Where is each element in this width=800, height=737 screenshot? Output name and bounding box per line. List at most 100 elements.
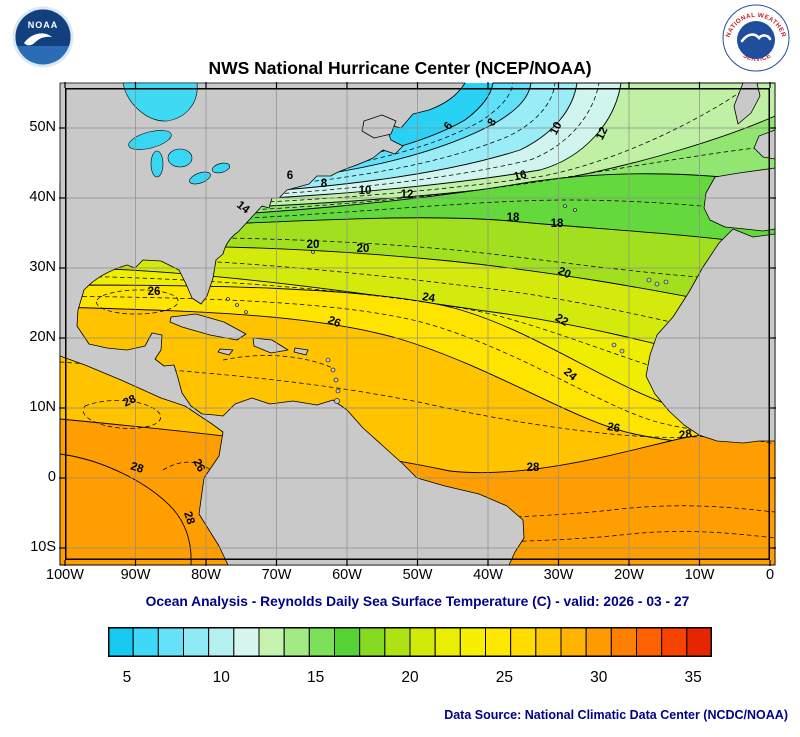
- contour-label: 26: [326, 314, 342, 330]
- contour-label: 26: [148, 286, 161, 298]
- contour-label: 22: [553, 312, 570, 329]
- sst-map: 6 8 10 12 6 8 10 12 14 16 18 18 20 20 20 22 24 24 26 26 26 28…: [59, 82, 776, 566]
- y-axis-label: 40N: [29, 189, 56, 205]
- lake-erie: [189, 171, 211, 185]
- contour-label: 18: [507, 212, 520, 224]
- x-axis-label: 20W: [614, 567, 644, 583]
- colorbar-tick-label: 20: [401, 669, 419, 686]
- colorbar-cell: [157, 626, 185, 658]
- x-axis-label: 10W: [684, 567, 715, 583]
- y-axis-label: 10N: [29, 399, 56, 415]
- colorbar-cell: [132, 626, 159, 658]
- x-axis-label: 30W: [543, 567, 574, 583]
- england-landmass: [733, 82, 761, 125]
- colorbar-cell: [535, 626, 562, 658]
- hudson-bay: [122, 82, 198, 122]
- lake-huron: [167, 148, 193, 168]
- colorbar-cell: [610, 626, 637, 658]
- contour-label: 6: [287, 170, 293, 182]
- colorbar-cell: [308, 626, 336, 658]
- colorbar-cell: [258, 626, 285, 658]
- y-axis-label: 20N: [29, 329, 56, 345]
- x-axis-label: 100W: [46, 567, 84, 583]
- colorbar-cell: [636, 626, 663, 658]
- hispaniola-island: [252, 337, 289, 354]
- colorbar-svg: [107, 626, 713, 658]
- inland-waters: [122, 82, 231, 185]
- jamaica-island: [217, 348, 234, 356]
- colorbar-cell: [510, 626, 537, 658]
- colorbar-cell: [560, 626, 587, 658]
- newfoundland-island: [361, 114, 397, 139]
- americas-landmass: [59, 82, 525, 566]
- nws-logo: NATIONAL WEATHER SERVICE: [722, 4, 790, 77]
- noaa-logo-text: NOAA: [28, 20, 59, 30]
- contour-label: 28: [129, 460, 145, 476]
- colorbar-cell: [233, 626, 260, 658]
- colorbar-cell: [107, 626, 134, 658]
- y-axis-label: 50N: [29, 119, 56, 135]
- small-islands: [226, 204, 669, 404]
- colorbar-cell: [686, 626, 713, 658]
- contour-label: 26: [190, 457, 207, 474]
- colorbar-cell: [459, 626, 486, 658]
- axis-ticks: [59, 82, 776, 566]
- x-axis-label: 0: [765, 567, 775, 583]
- colorbar-cell: [208, 626, 235, 658]
- lake-ontario: [211, 162, 231, 174]
- colorbar-tick-label: 30: [590, 669, 608, 686]
- contour-label: 20: [556, 265, 573, 281]
- contour-label: 28: [678, 428, 693, 442]
- noaa-logo: NOAA: [12, 6, 74, 73]
- contour-label: 20: [307, 239, 320, 251]
- iberia-landmass: [703, 167, 776, 232]
- lake-superior: [128, 130, 172, 150]
- nws-logo-globe: [737, 21, 775, 59]
- colorbar-cell: [334, 626, 361, 658]
- landmasses: [59, 82, 776, 566]
- contour-label: 18: [551, 218, 564, 230]
- africa-landmass: [645, 228, 776, 444]
- contour-label: 12: [594, 125, 610, 142]
- page-title: NWS National Hurricane Center (NCEP/NOAA…: [208, 58, 592, 78]
- contour-label: 20: [357, 243, 370, 255]
- colorbar-cell: [661, 626, 688, 658]
- contour-label: 28: [121, 393, 138, 410]
- colorbar-tick-label: 10: [212, 669, 230, 686]
- colorbar-tick-label: 35: [684, 669, 702, 686]
- contour-label: 12: [401, 189, 414, 201]
- colorbar-cell: [434, 626, 461, 658]
- colorbar-tick-label: 5: [122, 669, 132, 686]
- colorbar-border: [108, 627, 712, 657]
- y-axis-label: 30N: [29, 259, 56, 275]
- contour-label: 8: [321, 178, 328, 190]
- colorbar-cell: [384, 626, 411, 658]
- contour-label: 10: [548, 120, 565, 137]
- cuba-island: [169, 313, 247, 341]
- colorbar: [107, 626, 713, 662]
- x-axis-label: 60W: [332, 567, 362, 583]
- x-axis-label: 40W: [473, 567, 503, 583]
- contour-label: 16: [513, 169, 528, 184]
- y-axis-label: 10S: [30, 539, 56, 555]
- data-source: Data Source: National Climatic Data Cent…: [444, 708, 788, 722]
- x-axis-label: 80W: [191, 567, 221, 583]
- puerto-rico-island: [293, 347, 309, 356]
- contour-label: 10: [359, 185, 372, 197]
- colorbar-cell: [409, 626, 436, 658]
- lake-michigan: [150, 150, 164, 178]
- colorbar-cell: [585, 626, 612, 658]
- x-axis-label: 90W: [120, 567, 151, 583]
- x-axis-label: 50W: [402, 567, 433, 583]
- caption: Ocean Analysis - Reynolds Daily Sea Surf…: [145, 594, 690, 609]
- y-axis-label: 0: [47, 469, 56, 485]
- graticule: [65, 88, 770, 560]
- contour-label: 28: [527, 462, 540, 474]
- colorbar-tick-label: 15: [307, 669, 325, 686]
- colorbar-cell: [485, 626, 512, 658]
- colorbar-cell: [183, 626, 210, 658]
- contour-label: 28: [181, 510, 197, 526]
- x-axis-label: 70W: [261, 567, 292, 583]
